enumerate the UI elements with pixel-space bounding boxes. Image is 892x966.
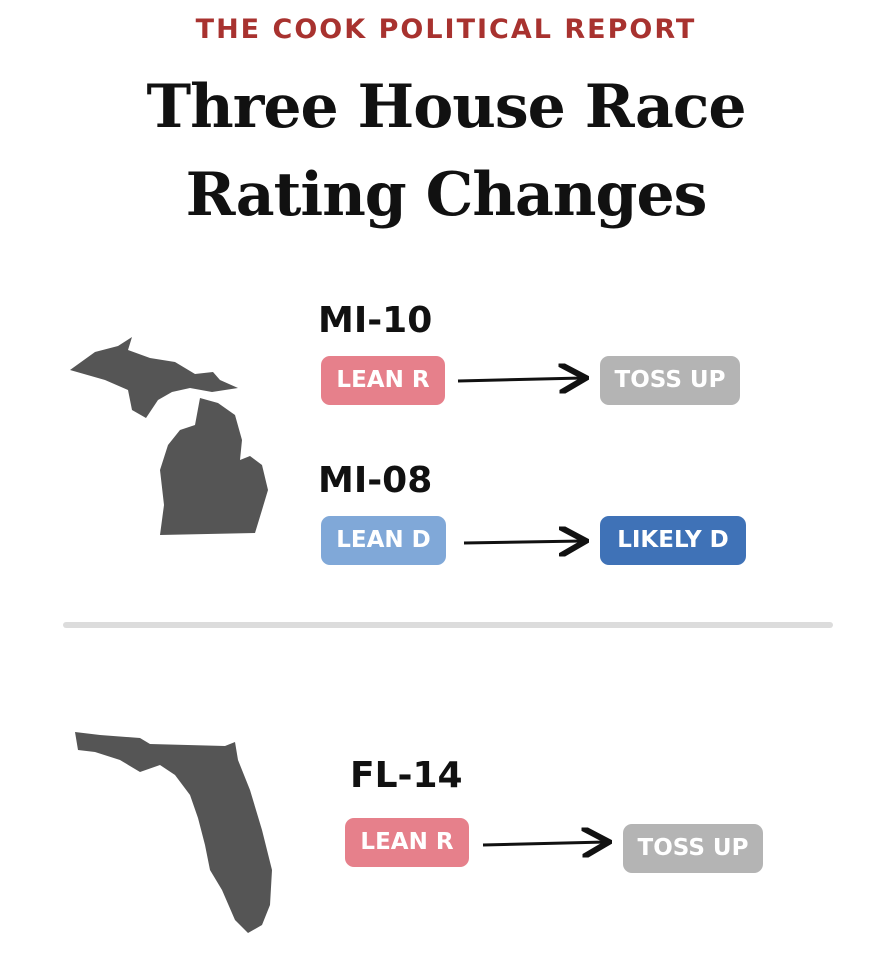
- rating-from: LEAN R: [345, 818, 469, 867]
- rating-from: LEAN D: [321, 516, 446, 565]
- title: Three House Race: [146, 72, 746, 142]
- arrow: [482, 842, 606, 845]
- rating-to: LIKELY D: [600, 516, 746, 565]
- district: FL-14: [350, 755, 463, 796]
- rating-to: TOSS UP: [600, 356, 740, 405]
- arrow: [457, 378, 583, 381]
- district: MI-10: [318, 300, 433, 341]
- michigan-map: [70, 337, 268, 535]
- title: Rating Changes: [185, 160, 708, 230]
- rating-from: LEAN R: [321, 356, 445, 405]
- rating-to: TOSS UP: [623, 824, 763, 873]
- divider: [63, 622, 833, 628]
- florida-map: [75, 732, 272, 933]
- arrow: [463, 541, 583, 543]
- source: THE COOK POLITICAL REPORT: [195, 14, 697, 45]
- district: MI-08: [318, 460, 433, 501]
